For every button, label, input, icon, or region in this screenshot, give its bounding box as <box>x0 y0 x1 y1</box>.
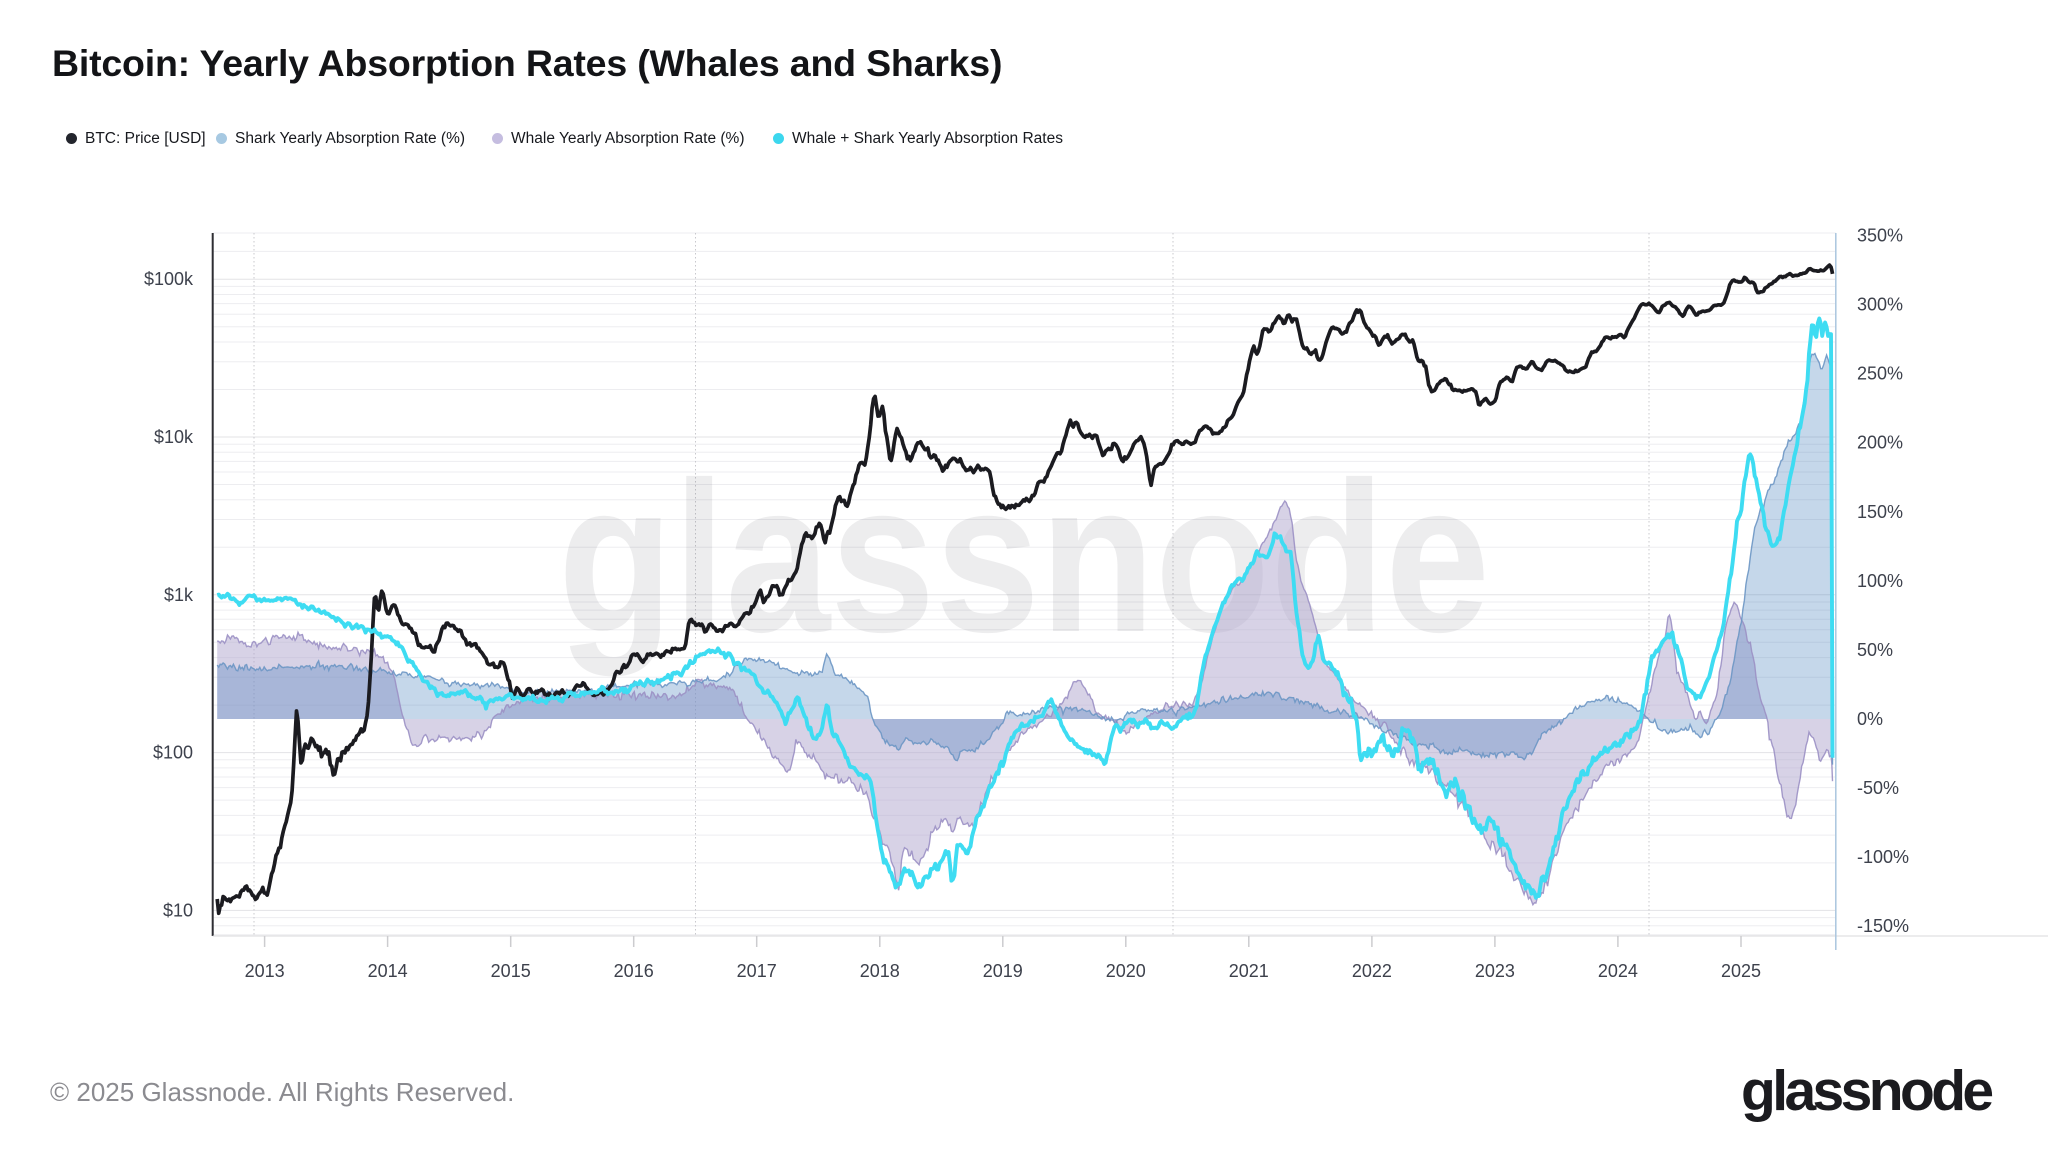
svg-text:300%: 300% <box>1857 295 1903 315</box>
svg-text:$10: $10 <box>163 900 193 920</box>
svg-text:-150%: -150% <box>1857 916 1909 936</box>
svg-text:$100k: $100k <box>144 269 194 289</box>
svg-text:0%: 0% <box>1857 709 1883 729</box>
svg-text:2018: 2018 <box>860 961 900 981</box>
svg-text:-50%: -50% <box>1857 778 1899 798</box>
svg-text:2025: 2025 <box>1721 961 1761 981</box>
svg-text:200%: 200% <box>1857 433 1903 453</box>
svg-text:2019: 2019 <box>983 961 1023 981</box>
svg-text:2023: 2023 <box>1475 961 1515 981</box>
svg-text:2016: 2016 <box>614 961 654 981</box>
svg-text:glassnode: glassnode <box>558 438 1490 677</box>
svg-text:50%: 50% <box>1857 640 1893 660</box>
svg-text:350%: 350% <box>1857 226 1903 246</box>
svg-text:150%: 150% <box>1857 502 1903 522</box>
svg-text:-100%: -100% <box>1857 847 1909 867</box>
svg-text:2024: 2024 <box>1598 961 1638 981</box>
svg-text:2017: 2017 <box>737 961 777 981</box>
svg-text:100%: 100% <box>1857 571 1903 591</box>
svg-text:2022: 2022 <box>1352 961 1392 981</box>
svg-text:250%: 250% <box>1857 364 1903 384</box>
svg-text:2013: 2013 <box>245 961 285 981</box>
svg-text:2020: 2020 <box>1106 961 1146 981</box>
svg-text:2014: 2014 <box>368 961 408 981</box>
svg-text:$1k: $1k <box>164 585 194 605</box>
svg-text:$10k: $10k <box>154 427 194 447</box>
svg-text:$100: $100 <box>153 743 193 763</box>
svg-text:2015: 2015 <box>491 961 531 981</box>
svg-text:2021: 2021 <box>1229 961 1269 981</box>
